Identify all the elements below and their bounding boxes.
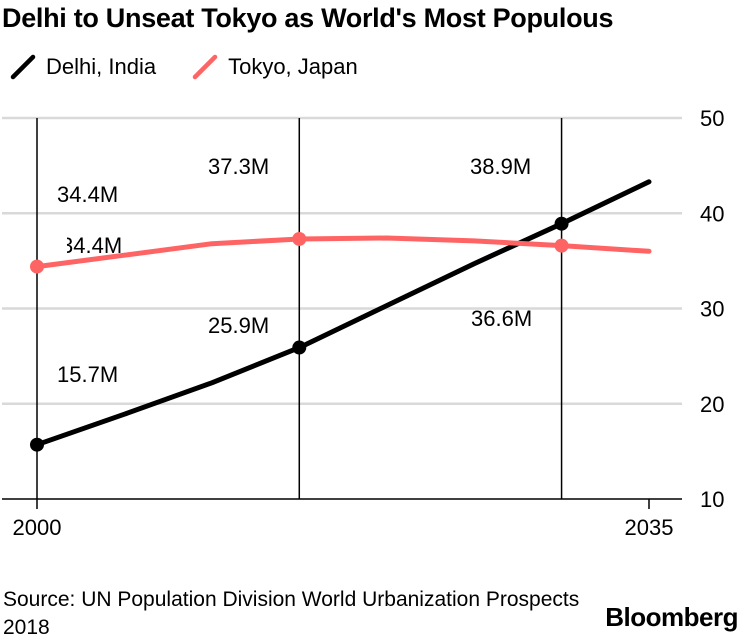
- y-tick-label-10: 10: [700, 487, 724, 512]
- legend-label-tokyo: Tokyo, Japan: [228, 54, 358, 79]
- legend-label-delhi: Delhi, India: [46, 54, 157, 79]
- data-point-delhi-2015: [292, 340, 307, 355]
- source-note: Source: UN Population Division World Urb…: [3, 588, 580, 639]
- data-label-tokyo-2030: 36.6M: [471, 306, 532, 331]
- y-tick-label-40: 40: [700, 201, 724, 226]
- data-point-delhi-2000: [30, 437, 44, 452]
- y-tick-label-50: 50: [700, 106, 724, 131]
- legend: Delhi, India Tokyo, Japan: [8, 52, 392, 82]
- legend-swatch-delhi: [10, 54, 36, 80]
- chart-title: Delhi to Unseat Tokyo as World's Most Po…: [2, 3, 614, 33]
- data-label-delhi-2030: 38.9M: [470, 154, 531, 179]
- data-label-tokyo-2015: 37.3M: [208, 154, 269, 179]
- line-chart: 10 20 30 40 50 2000 2035 34.4M 34.4M 37.3M 36.6M 15…: [2, 106, 724, 540]
- data-label-tokyo-2000-ghost: 34.4M: [61, 233, 122, 258]
- data-label-delhi-2000: 15.7M: [57, 362, 118, 387]
- bloomberg-logo: Bloomberg: [605, 602, 738, 632]
- x-tick-label-2000: 2000: [13, 515, 62, 540]
- data-point-tokyo-2000: [30, 259, 44, 274]
- legend-line-delhi: [10, 54, 36, 80]
- series-line-delhi: [34, 179, 652, 448]
- data-label-tokyo-2000: 34.4M: [57, 182, 118, 207]
- legend-item-tokyo: Tokyo, Japan: [190, 52, 358, 82]
- data-point-tokyo-2015: [292, 231, 307, 246]
- data-point-tokyo-2030: [554, 238, 569, 253]
- y-tick-label-30: 30: [700, 297, 724, 322]
- legend-line-tokyo: [192, 54, 218, 80]
- data-point-delhi-2030: [554, 216, 569, 231]
- data-label-delhi-2015: 25.9M: [208, 313, 269, 338]
- legend-item-delhi: Delhi, India: [8, 52, 156, 82]
- x-tick-label-2035: 2035: [625, 515, 674, 540]
- legend-swatch-tokyo: [192, 54, 218, 80]
- y-tick-label-20: 20: [700, 392, 724, 417]
- series-line-tokyo: [34, 235, 652, 270]
